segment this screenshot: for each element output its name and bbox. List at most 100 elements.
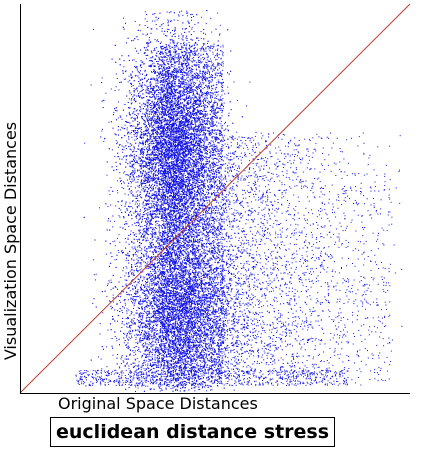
scatter-point-891 (152, 61, 154, 63)
scatter-point-932 (176, 186, 178, 188)
scatter-point-541 (193, 115, 195, 116)
scatter-point-212 (171, 101, 173, 103)
scatter-point-1112 (157, 41, 159, 42)
scatter-point-471 (170, 232, 172, 234)
scatter-point-1230 (167, 114, 169, 116)
scatter-point-974 (176, 148, 178, 150)
scatter-point-48 (188, 269, 190, 271)
scatter-point-187 (156, 130, 158, 132)
scatter-point-1333 (160, 194, 162, 195)
scatter-point-428 (154, 106, 156, 108)
scatter-point-220 (210, 245, 212, 247)
scatter-point-1288 (194, 223, 196, 225)
scatter-point-586 (181, 121, 183, 123)
scatter-point-595 (123, 172, 125, 174)
scatter-point-860 (176, 176, 178, 178)
scatter-point-824 (155, 205, 157, 207)
scatter-point-1001 (132, 155, 133, 157)
scatter-point-416 (110, 204, 112, 206)
scatter-point-1161 (184, 170, 186, 172)
scatter-point-557 (203, 131, 205, 133)
scatter-point-1397 (140, 165, 142, 167)
scatter-point-689 (121, 187, 123, 189)
scatter-point-1007 (134, 20, 136, 22)
scatter-point-42 (132, 160, 133, 162)
scatter-point-422 (148, 171, 150, 173)
scatter-point-126 (190, 96, 192, 98)
scatter-point-620 (212, 152, 213, 154)
scatter-point-95 (131, 136, 133, 138)
scatter-point-207 (150, 142, 152, 144)
scatter-point-173 (173, 123, 175, 125)
scatter-point-1141 (146, 278, 148, 280)
scatter-point-1386 (204, 119, 206, 121)
scatter-point-569 (169, 140, 171, 142)
scatter-point-1204 (154, 115, 156, 117)
scatter-point-1062 (149, 65, 151, 67)
scatter-point-927 (158, 280, 160, 282)
scatter-point-553 (155, 163, 157, 165)
scatter-point-572 (171, 71, 173, 73)
scatter-point-350 (158, 133, 160, 135)
scatter-point-217 (220, 103, 222, 105)
scatter-point-835 (205, 33, 206, 35)
scatter-point-1436 (133, 150, 135, 152)
scatter-point-1037 (164, 124, 165, 126)
scatter-point-1307 (159, 171, 161, 173)
scatter-point-1200 (165, 95, 167, 97)
scatter-point-1044 (133, 154, 135, 156)
scatter-point-1270 (110, 187, 112, 188)
scatter-point-1311 (163, 276, 165, 277)
scatter-point-579 (174, 121, 176, 123)
scatter-point-895 (172, 246, 174, 248)
scatter-point-432 (164, 87, 166, 89)
scatter-point-1320 (145, 157, 147, 159)
scatter-point-331 (137, 221, 139, 223)
scatter-point-880 (180, 84, 181, 86)
scatter-point-535 (246, 105, 247, 107)
scatter-point-674 (128, 146, 129, 148)
scatter-point-615 (146, 102, 148, 104)
scatter-point-956 (183, 211, 185, 212)
scatter-point-1067 (165, 190, 167, 192)
scatter-point-925 (222, 207, 224, 209)
scatter-point-198 (158, 115, 160, 117)
scatter-point-1302 (211, 95, 213, 97)
scatter-point-722 (147, 219, 149, 221)
scatter-point-376 (195, 76, 197, 77)
scatter-point-1124 (140, 130, 142, 132)
scatter-point-1061 (139, 73, 141, 75)
scatter-point-911 (198, 117, 200, 119)
scatter-point-38 (143, 63, 145, 65)
scatter-point-641 (156, 133, 158, 135)
scatter-point-1003 (156, 47, 157, 49)
scatter-point-954 (126, 127, 128, 129)
scatter-point-548 (186, 102, 188, 104)
scatter-point-1391 (186, 169, 188, 171)
scatter-point-50 (158, 220, 160, 222)
scatter-point-262 (136, 66, 137, 68)
scatter-point-1449 (155, 166, 157, 168)
scatter-point-1177 (166, 166, 168, 168)
scatter-point-301 (134, 168, 136, 170)
scatter-point-234 (178, 191, 180, 193)
scatter-point-1210 (155, 90, 157, 92)
scatter-point-1128 (147, 102, 149, 104)
scatter-point-1159 (166, 185, 168, 187)
scatter-point-946 (182, 167, 184, 169)
scatter-point-1441 (182, 215, 184, 217)
scatter-point-254 (167, 63, 169, 64)
scatter-point-1447 (177, 232, 179, 234)
scatter-point-905 (176, 211, 178, 213)
scatter-point-343 (161, 213, 163, 215)
scatter-point-228 (154, 107, 155, 109)
scatter-point-1155 (187, 130, 189, 132)
scatter-point-415 (153, 47, 155, 49)
scatter-point-112 (216, 165, 218, 166)
scatter-point-144 (166, 215, 167, 217)
scatter-point-848 (183, 90, 185, 92)
scatter-point-188 (147, 286, 149, 288)
scatter-point-1463 (167, 241, 169, 242)
scatter-point-668 (181, 139, 183, 141)
scatter-point-462 (105, 92, 107, 94)
